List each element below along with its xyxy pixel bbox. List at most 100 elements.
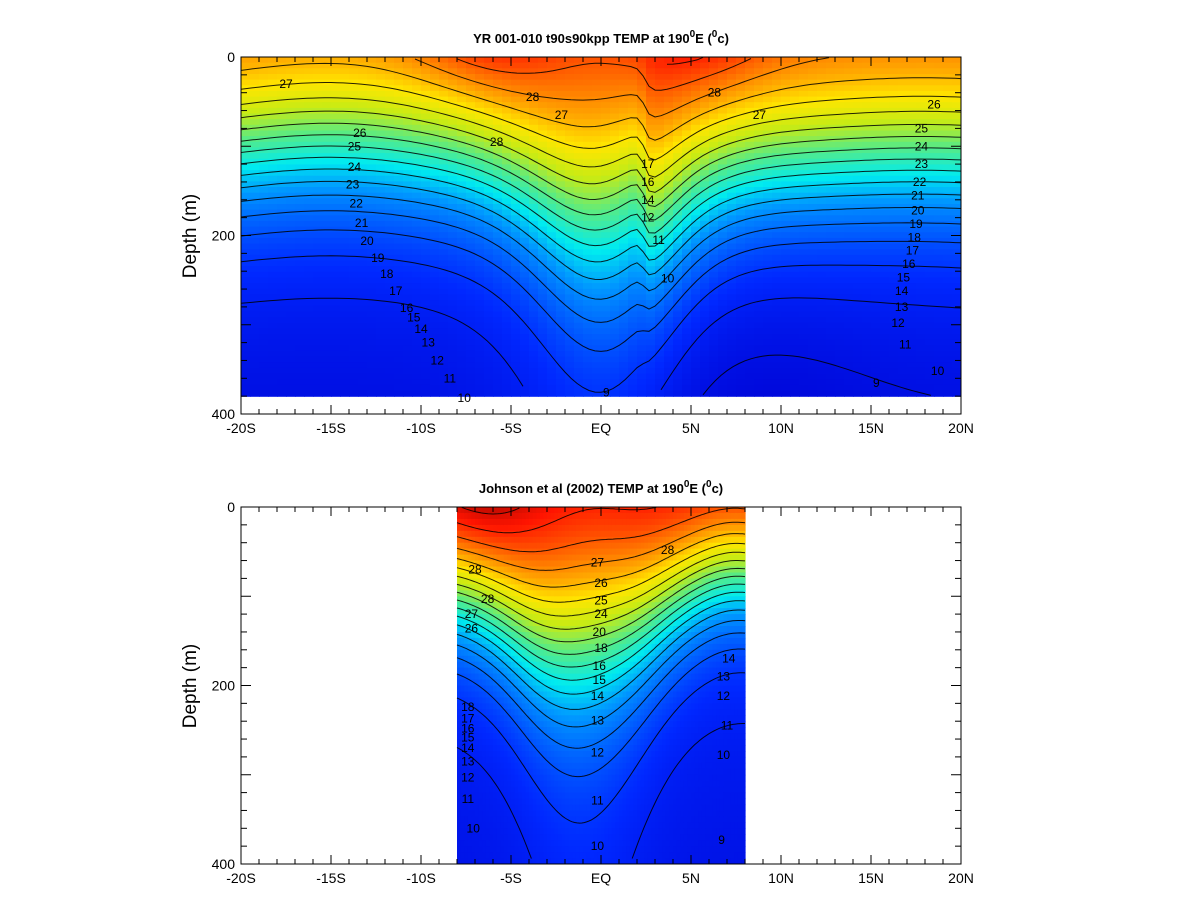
field-cell [709, 237, 719, 245]
field-cell [700, 220, 710, 228]
field-cell [916, 141, 926, 149]
field-cell [835, 379, 845, 386]
field-cell [304, 220, 314, 228]
field-cell [619, 226, 629, 233]
field-cell [646, 181, 656, 188]
field-cell [889, 345, 899, 352]
field-cell [763, 260, 773, 267]
field-cell [790, 181, 800, 188]
field-cell [304, 164, 314, 171]
field-cell [484, 113, 494, 120]
field-cell [475, 232, 485, 239]
field-cell [511, 345, 521, 352]
field-cell [862, 379, 872, 386]
field-cell [304, 119, 314, 126]
field-cell [385, 209, 395, 216]
field-cell [250, 283, 260, 290]
field-cell [421, 300, 431, 307]
field-cell [538, 130, 548, 137]
field-cell [358, 85, 368, 92]
field-cell [565, 79, 575, 86]
field-cell [358, 170, 368, 177]
field-cell [340, 130, 350, 137]
field-cell [538, 334, 548, 341]
field-cell [565, 158, 575, 165]
field-cell [655, 249, 665, 256]
field-cell [934, 356, 944, 363]
field-cell [286, 384, 296, 392]
field-cell [808, 317, 818, 324]
field-cell [592, 294, 602, 301]
field-cell [853, 198, 863, 205]
field-cell [745, 226, 755, 233]
field-cell [358, 294, 368, 301]
field-cell [466, 271, 476, 279]
field-cell [619, 181, 629, 188]
field-cell [907, 141, 917, 149]
field-cell [619, 113, 629, 120]
field-cell [718, 311, 728, 318]
field-cell [682, 294, 692, 301]
field-cell [889, 198, 899, 205]
field-cell [268, 260, 278, 267]
field-cell [628, 350, 638, 358]
field-cell [844, 175, 854, 182]
field-cell [736, 102, 746, 109]
field-cell [241, 192, 251, 199]
field-cell [601, 334, 611, 341]
field-cell [385, 232, 395, 239]
field-cell [943, 147, 953, 154]
field-cell [304, 215, 314, 222]
field-cell [250, 379, 260, 386]
field-cell [781, 300, 791, 307]
field-cell [646, 113, 656, 120]
field-cell [313, 356, 323, 363]
field-cell [421, 271, 431, 279]
field-cell [394, 153, 404, 160]
field-cell [754, 339, 764, 346]
field-cell [304, 158, 314, 165]
field-cell [430, 102, 440, 109]
field-cell [277, 147, 287, 154]
field-cell [475, 198, 485, 205]
x-tick-label: 15N [858, 420, 884, 436]
field-cell [367, 215, 377, 222]
x-tick-label: 5N [682, 420, 700, 436]
field-cell [457, 226, 467, 233]
field-cell [295, 198, 305, 205]
field-cell [808, 102, 818, 109]
field-cell [448, 68, 458, 75]
field-cell [574, 175, 584, 182]
field-cell [502, 130, 512, 137]
field-cell [844, 317, 854, 324]
field-cell [313, 350, 323, 358]
field-cell [637, 96, 647, 103]
field-cell [268, 124, 278, 132]
contour-line-26 [456, 58, 752, 91]
field-cell [763, 215, 773, 222]
field-cell [718, 136, 728, 143]
field-cell [844, 153, 854, 160]
field-cell [529, 260, 539, 267]
field-cell [754, 334, 764, 341]
field-cell [790, 62, 800, 69]
field-cell [862, 158, 872, 165]
field-cell [502, 356, 512, 363]
field-cell [520, 175, 530, 182]
field-cell [934, 198, 944, 205]
field-cell [574, 141, 584, 149]
field-cell [340, 119, 350, 126]
field-cell [745, 158, 755, 165]
field-cell [745, 232, 755, 239]
field-cell [340, 356, 350, 363]
field-cell [241, 68, 251, 75]
field-cell [241, 79, 251, 86]
field-cell [835, 294, 845, 301]
field-cell [493, 390, 503, 397]
field-cell [484, 243, 494, 250]
field-cell [556, 187, 566, 194]
field-cell [853, 356, 863, 363]
field-cell [376, 204, 386, 211]
field-cell [718, 322, 728, 329]
field-cell [250, 62, 260, 69]
